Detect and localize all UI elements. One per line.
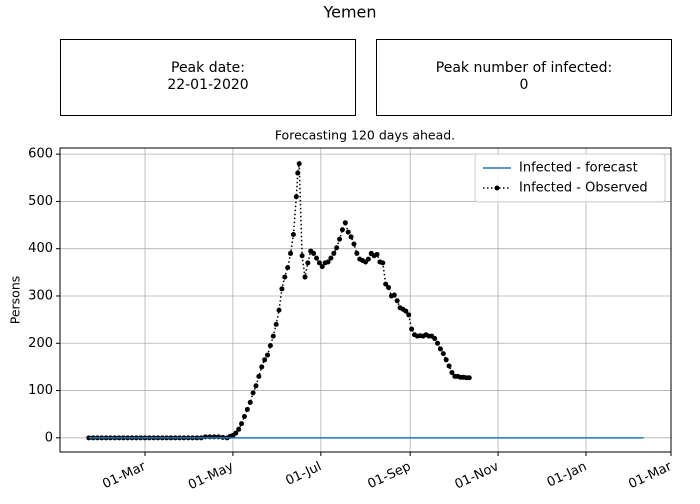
data-point [316,260,322,266]
data-point [282,274,288,280]
y-tick-label: 400 [28,241,53,256]
axes-frame [59,147,672,453]
data-point [311,250,317,256]
data-point [302,274,308,280]
data-point [339,227,345,233]
data-point [449,370,455,376]
data-point [374,251,380,257]
data-point [331,250,337,256]
data-point [394,298,400,304]
data-point [403,308,409,314]
data-point [409,326,415,332]
data-point [314,255,320,261]
data-point [337,236,343,242]
y-axis-label: Persons [8,276,23,325]
data-point [328,255,334,261]
data-point [437,346,443,352]
data-point [207,434,213,440]
y-tick-label: 0 [45,430,53,445]
data-point [244,406,250,412]
data-point [262,357,268,363]
data-point [386,284,392,290]
info-box [60,39,356,116]
data-point [305,260,311,266]
data-point [365,256,371,262]
data-point [273,321,279,327]
data-point [296,161,302,167]
y-tick-label: 200 [28,336,53,351]
data-point [443,357,449,363]
data-point [250,390,256,396]
box-value: 22-01-2020 [167,77,248,93]
box-label: Peak date: [171,60,245,76]
data-point [432,336,438,342]
data-point [293,194,299,200]
legend-label: Infected - forecast [519,161,638,176]
data-point [334,245,340,251]
box-label: Peak number of infected: [436,60,612,76]
data-point [203,434,209,440]
legend-marker [494,185,500,191]
data-point [276,307,282,313]
data-point [233,430,239,436]
data-point [348,234,354,240]
data-point [345,229,351,235]
data-point [253,383,259,389]
data-point [354,250,360,256]
data-point [383,281,389,287]
data-point [279,286,285,292]
data-point [247,399,253,405]
figure-title: Yemen [322,3,376,22]
info-box [376,39,672,116]
data-point [446,363,452,369]
data-point [265,352,271,358]
data-point [295,170,301,176]
data-point [406,312,412,318]
data-point [267,343,273,349]
data-point [288,250,294,256]
legend-box [474,153,666,203]
data-point [435,340,441,346]
y-tick-label: 300 [28,288,53,303]
data-point [256,373,262,379]
data-point [236,426,242,432]
y-tick-label: 100 [28,383,53,398]
data-point [285,265,291,271]
data-point [380,260,386,266]
data-point [466,375,472,381]
data-point [351,241,357,247]
data-point [241,414,247,420]
data-point [319,264,325,270]
data-point [342,220,348,226]
data-point [290,232,296,238]
box-value: 0 [520,77,529,93]
legend-label: Infected - Observed [519,181,648,196]
data-point [239,421,245,427]
data-point [211,434,217,440]
chart-title: Forecasting 120 days ahead. [275,128,455,143]
data-point [325,259,331,265]
data-point [216,434,222,440]
data-point [391,292,397,298]
y-tick-label: 600 [28,147,53,162]
y-tick-label: 500 [28,194,53,209]
data-point [299,253,305,259]
data-point [440,351,446,357]
data-point [259,364,265,370]
data-point [270,333,276,339]
